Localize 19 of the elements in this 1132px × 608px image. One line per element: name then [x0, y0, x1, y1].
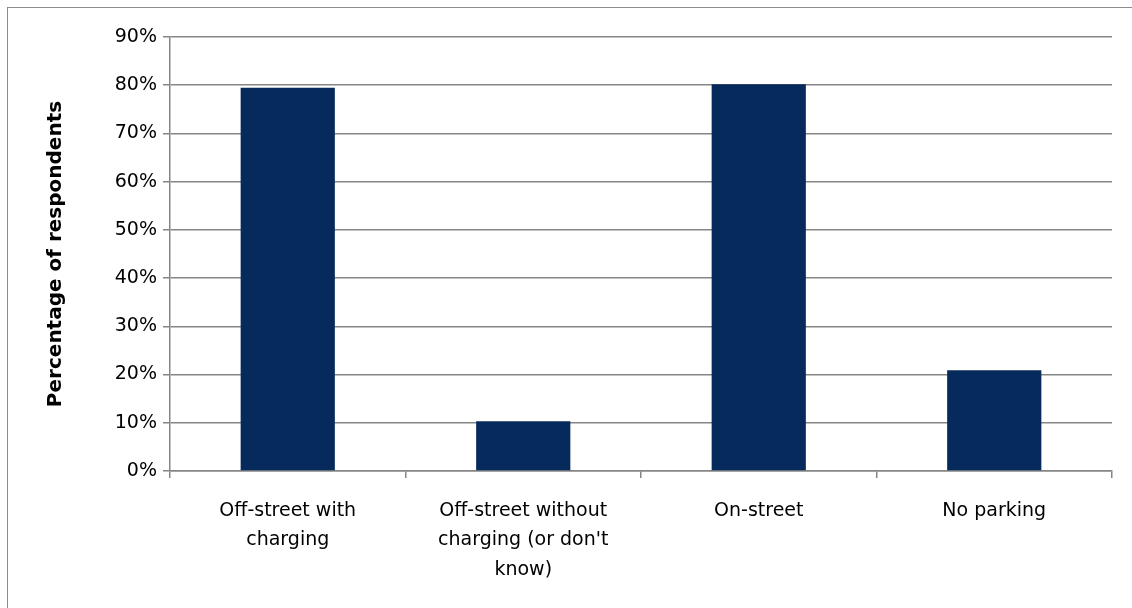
- x-tick-label: On-street: [714, 497, 804, 520]
- bar: [476, 421, 571, 471]
- bar: [240, 87, 335, 471]
- bar: [947, 370, 1042, 471]
- y-tick-label: 40%: [114, 265, 157, 288]
- y-tick-label: 80%: [114, 72, 157, 95]
- y-tick-label: 90%: [114, 23, 157, 46]
- y-tick-label: 60%: [114, 168, 157, 191]
- y-tick-label: 30%: [114, 313, 157, 336]
- y-tick-label: 50%: [114, 216, 157, 239]
- x-tick-label: Off-street without charging (or don't know): [438, 497, 609, 579]
- y-axis-title: Percentage of respondents: [42, 100, 67, 408]
- y-tick-label: 0%: [126, 457, 157, 480]
- y-tick-label: 20%: [114, 361, 157, 384]
- x-tick-label: No parking: [942, 497, 1047, 520]
- y-tick-label: 70%: [114, 120, 157, 143]
- x-tick-label: Off-street with charging: [219, 497, 357, 550]
- bar: [711, 84, 806, 471]
- y-tick-label: 10%: [114, 409, 157, 432]
